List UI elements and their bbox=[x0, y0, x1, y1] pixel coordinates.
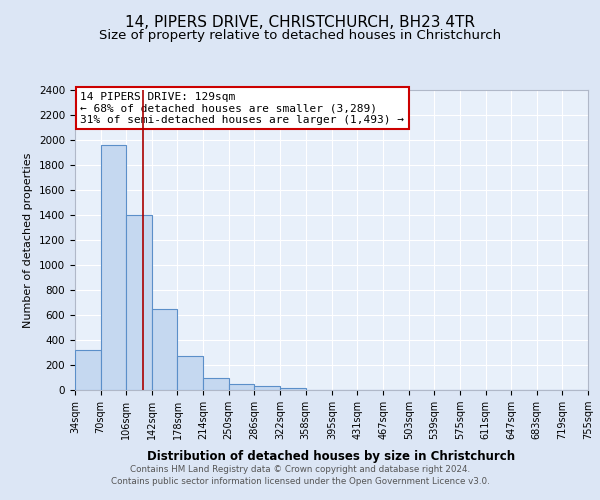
Y-axis label: Number of detached properties: Number of detached properties bbox=[23, 152, 34, 328]
Bar bbox=[203, 378, 229, 390]
Bar bbox=[280, 388, 305, 390]
Bar bbox=[178, 356, 203, 390]
X-axis label: Distribution of detached houses by size in Christchurch: Distribution of detached houses by size … bbox=[148, 450, 515, 464]
Text: Size of property relative to detached houses in Christchurch: Size of property relative to detached ho… bbox=[99, 30, 501, 43]
Bar bbox=[101, 145, 126, 390]
Bar bbox=[229, 384, 254, 390]
Bar bbox=[126, 215, 152, 390]
Bar bbox=[254, 386, 280, 390]
Bar bbox=[75, 350, 101, 390]
Text: 14 PIPERS DRIVE: 129sqm
← 68% of detached houses are smaller (3,289)
31% of semi: 14 PIPERS DRIVE: 129sqm ← 68% of detache… bbox=[80, 92, 404, 124]
Text: 14, PIPERS DRIVE, CHRISTCHURCH, BH23 4TR: 14, PIPERS DRIVE, CHRISTCHURCH, BH23 4TR bbox=[125, 15, 475, 30]
Text: Contains HM Land Registry data © Crown copyright and database right 2024.: Contains HM Land Registry data © Crown c… bbox=[130, 466, 470, 474]
Text: Contains public sector information licensed under the Open Government Licence v3: Contains public sector information licen… bbox=[110, 476, 490, 486]
Bar bbox=[152, 308, 178, 390]
